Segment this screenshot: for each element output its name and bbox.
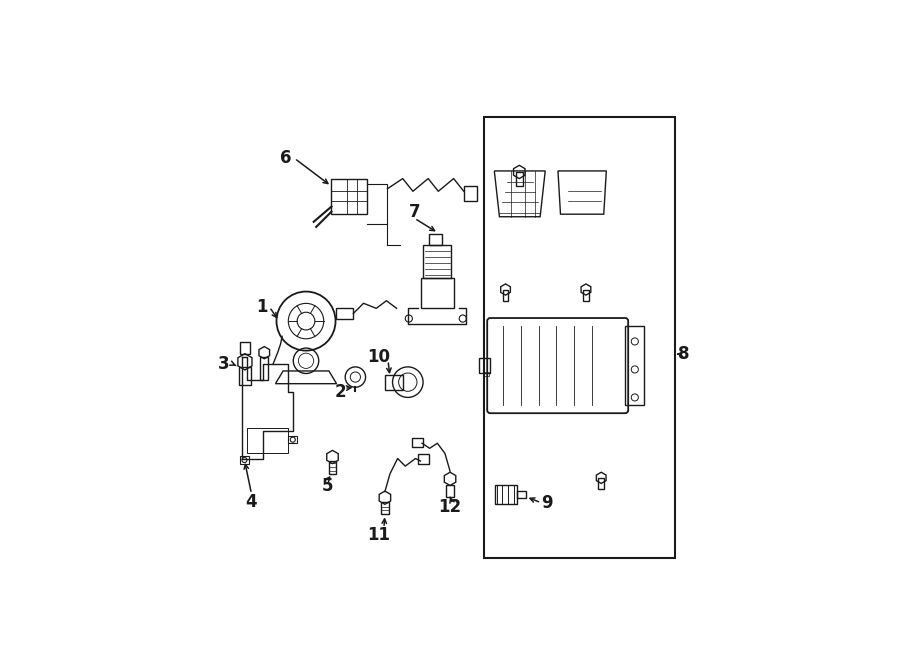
Bar [412,438,423,447]
Bar [260,357,268,379]
Bar [517,490,526,498]
Bar [288,436,297,444]
Bar [626,326,644,405]
Text: 4: 4 [246,492,257,511]
Text: 3: 3 [218,356,230,373]
Text: 12: 12 [438,498,462,516]
Text: 6: 6 [280,149,292,167]
Text: 9: 9 [541,494,553,512]
Bar [420,278,454,308]
Bar [328,461,336,474]
Bar [429,233,442,245]
Bar [248,428,288,453]
Bar [240,342,249,354]
Bar [336,308,354,319]
Bar [446,485,454,496]
Text: 11: 11 [367,526,390,544]
Bar [583,290,589,301]
Bar [598,478,604,489]
Bar [479,358,490,373]
Bar [484,118,675,558]
Bar [423,245,451,278]
Bar [464,186,476,202]
Bar [418,454,429,463]
Text: 10: 10 [367,348,391,366]
Text: 7: 7 [409,203,420,221]
Bar [484,371,490,376]
Bar [516,172,523,186]
Text: 2: 2 [334,383,346,401]
Bar [238,367,251,385]
Bar [331,178,367,214]
Bar [239,456,249,463]
Bar [381,502,389,514]
Text: 8: 8 [679,345,690,363]
Text: 1: 1 [256,298,267,316]
Bar [503,290,508,301]
Bar [385,375,402,390]
Text: 5: 5 [321,477,333,496]
Bar [495,485,517,504]
